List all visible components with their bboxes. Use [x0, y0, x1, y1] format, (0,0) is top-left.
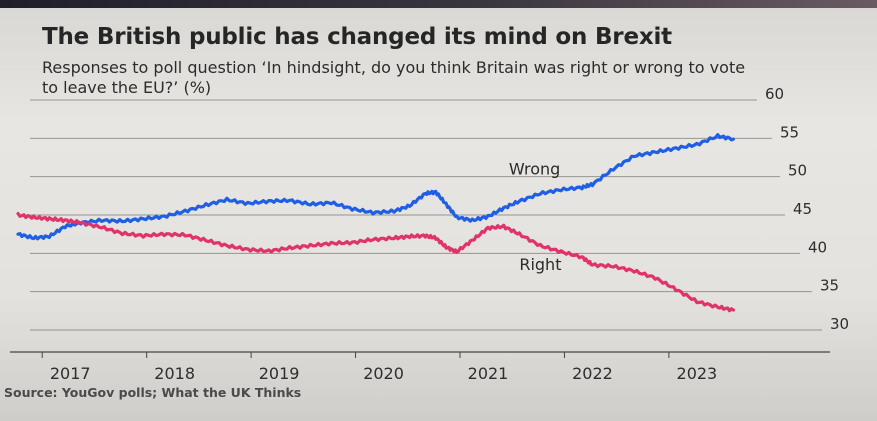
y-axis-ticks: 60 55 50 45 40 35 30 — [765, 85, 849, 333]
chart-title: The British public has changed its mind … — [42, 24, 672, 50]
y-tick-label: 60 — [765, 85, 784, 103]
x-tick-label: 2022 — [572, 364, 613, 383]
series-lines — [16, 133, 735, 313]
y-tick-label: 35 — [820, 277, 839, 295]
series-label-right: Right — [519, 255, 561, 274]
y-tick-label: 30 — [830, 315, 849, 333]
series-annotations: Wrong Right — [509, 159, 562, 274]
y-tick-label: 45 — [793, 200, 812, 218]
chart-subtitle: Responses to poll question ‘In hindsight… — [42, 58, 746, 97]
series-label-wrong: Wrong — [509, 159, 560, 178]
y-tick-label: 40 — [808, 238, 827, 256]
gridlines — [30, 99, 822, 331]
chart-source: Source: YouGov polls; What the UK Thinks — [4, 385, 302, 400]
x-tick-label: 2018 — [154, 364, 195, 383]
x-tick-label: 2023 — [677, 364, 718, 383]
screen-top-bezel — [0, 0, 877, 8]
y-tick-label: 50 — [788, 162, 807, 180]
x-axis-ticks: 2017 2018 2019 2020 2021 2022 2023 — [10, 351, 830, 383]
x-tick-label: 2021 — [468, 364, 509, 383]
x-tick-label: 2020 — [363, 364, 404, 383]
series-line-wrong — [16, 133, 735, 241]
x-tick-label: 2019 — [259, 364, 300, 383]
x-tick-label: 2017 — [50, 364, 91, 383]
y-tick-label: 55 — [780, 123, 799, 141]
series-line-right — [16, 212, 735, 313]
